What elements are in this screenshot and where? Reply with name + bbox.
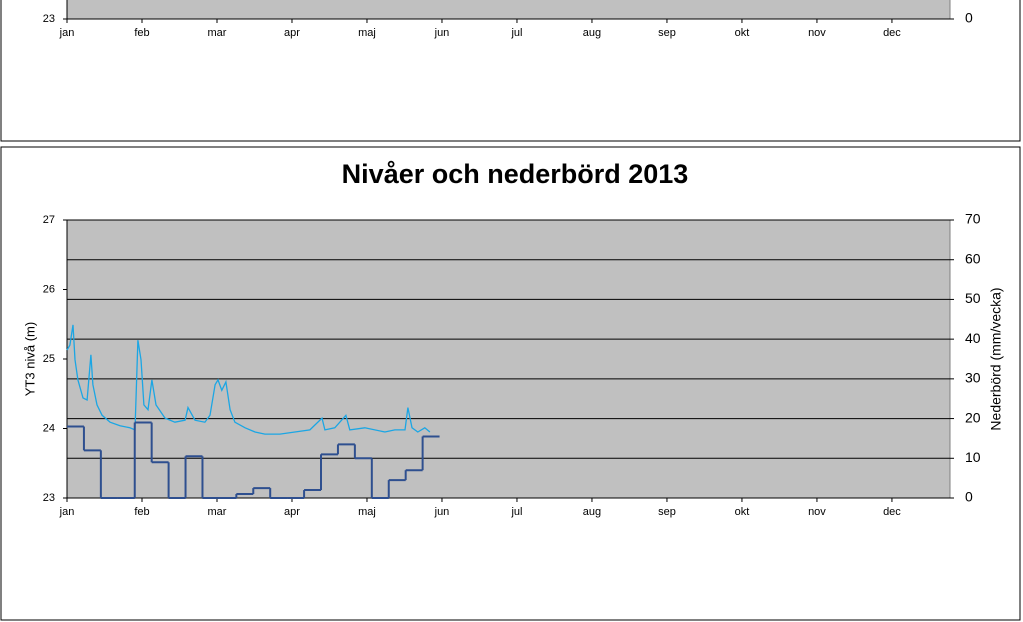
- y2-axis-label: Nederbörd (mm/vecka): [988, 287, 1004, 430]
- x-tick-label: okt: [735, 27, 750, 39]
- x-tick-label: feb: [134, 506, 149, 518]
- x-tick-label: maj: [358, 506, 376, 518]
- x-tick-label: apr: [284, 27, 300, 39]
- y-tick-label: 23: [43, 492, 55, 504]
- x-tick-label: jan: [59, 506, 75, 518]
- x-tick-label: nov: [808, 506, 826, 518]
- x-tick-label: jan: [59, 27, 75, 39]
- level-line: [66, 324, 431, 435]
- y-tick-label: 23: [43, 13, 55, 25]
- x-tick-label: okt: [735, 506, 750, 518]
- y2-tick-label: 50: [965, 290, 981, 306]
- y2-tick-label: 0: [965, 489, 973, 505]
- y2-tick-label: 20: [965, 409, 981, 425]
- x-tick-label: jul: [510, 506, 522, 518]
- chart-title: Nivåer och nederbörd 2013: [342, 159, 689, 189]
- x-tick-label: sep: [658, 506, 676, 518]
- plot-area: [66, 0, 951, 20]
- x-tick-label: dec: [883, 506, 901, 518]
- x-tick-label: mar: [208, 27, 227, 39]
- y2-tick-label: 40: [965, 330, 981, 346]
- y2-tick-label: 60: [965, 250, 981, 266]
- y-tick-label: 27: [43, 214, 55, 226]
- y2-tick-label: 10: [965, 449, 981, 465]
- x-tick-label: apr: [284, 506, 300, 518]
- y-tick-label: 26: [43, 283, 55, 295]
- x-tick-label: feb: [134, 27, 149, 39]
- y2-tick-label: 0: [965, 10, 973, 26]
- chart-frame: [0, 0, 1021, 142]
- x-tick-label: jul: [510, 27, 522, 39]
- x-tick-label: dec: [883, 27, 901, 39]
- x-tick-label: mar: [208, 506, 227, 518]
- y2-tick-label: 30: [965, 370, 981, 386]
- x-tick-label: aug: [583, 506, 601, 518]
- y-tick-label: 25: [43, 353, 55, 365]
- x-tick-label: maj: [358, 27, 376, 39]
- x-tick-label: nov: [808, 27, 826, 39]
- x-tick-label: jun: [434, 27, 450, 39]
- plot-area: [66, 219, 951, 499]
- y2-tick-label: 70: [965, 211, 981, 227]
- y-axis-label: YT3 nivå (m): [22, 322, 37, 396]
- y-tick-label: 24: [43, 422, 55, 434]
- x-tick-label: sep: [658, 27, 676, 39]
- x-tick-label: aug: [583, 27, 601, 39]
- x-tick-label: jun: [434, 506, 450, 518]
